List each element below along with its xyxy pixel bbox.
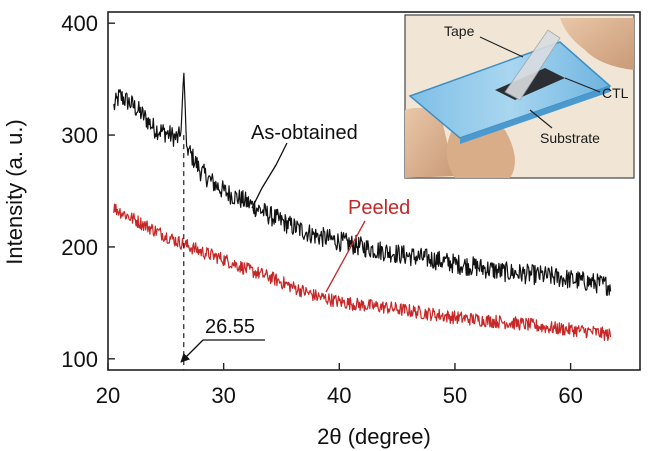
inset-label-substrate: Substrate [540, 130, 600, 146]
finger-top-right [560, 18, 634, 70]
inset-leader-tape [479, 36, 524, 58]
y-tick-label: 400 [61, 11, 98, 36]
series-layer [113, 72, 612, 342]
finger-left [405, 107, 455, 178]
leader-as-obtained [251, 142, 288, 209]
series-line-as-obtained [113, 72, 612, 296]
x-axis-title: 2θ (degree) [317, 424, 431, 449]
inset-label-ctl: CTL [602, 85, 629, 101]
x-tick-label: 50 [443, 383, 467, 408]
x-tick-label: 60 [558, 383, 582, 408]
inset-leader-ctl [564, 77, 601, 93]
y-tick-label: 100 [61, 347, 98, 372]
x-axis: 20 30 40 50 60 [96, 363, 583, 408]
peak-label: 26.55 [205, 316, 255, 338]
peak-arrow [180, 339, 204, 363]
leader-peeled [325, 220, 366, 293]
substrate-edge [460, 86, 610, 144]
series-label-as-obtained: As-obtained [251, 122, 358, 144]
y-axis: 100 200 300 400 [61, 11, 115, 372]
inset-label-tape: Tape [444, 23, 475, 39]
x-tick-label: 40 [327, 383, 351, 408]
y-tick-label: 300 [61, 123, 98, 148]
peak-annotation: 26.55 [180, 316, 265, 363]
x-tick-label: 30 [211, 383, 235, 408]
y-tick-label: 200 [61, 235, 98, 260]
inset-leader-substrate [529, 109, 553, 129]
x-tick-label: 20 [96, 383, 120, 408]
series-label-peeled: Peeled [348, 197, 410, 219]
y-axis-title: Intensity (a. u.) [2, 119, 27, 265]
series-line-peeled [113, 203, 612, 342]
inset-photo: Tape CTL Substrate [404, 14, 635, 179]
plot-frame [107, 11, 641, 371]
tape-strip [504, 29, 561, 101]
